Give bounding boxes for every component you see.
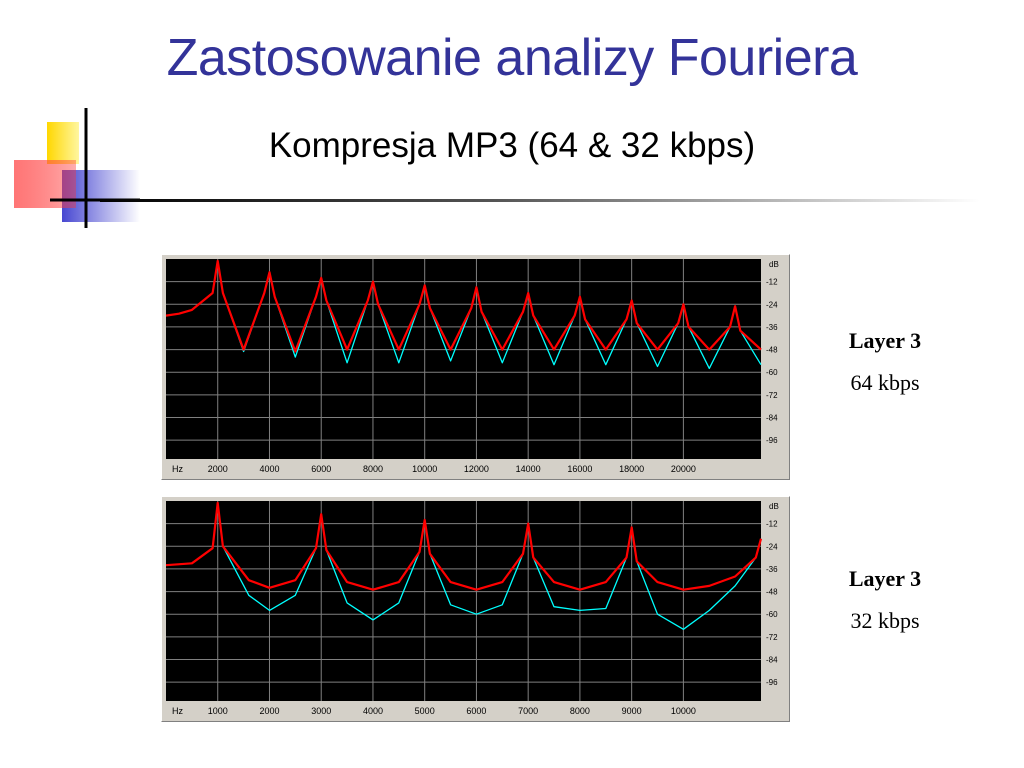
x-tick-label: 7000 — [518, 706, 538, 716]
series-line-original — [165, 502, 762, 630]
bitrate-label: 32 kbps — [850, 608, 920, 633]
bitrate-label: 64 kbps — [850, 370, 920, 395]
layer-label-32kbps: Layer 3 32 kbps — [820, 566, 950, 634]
plot-area — [166, 501, 761, 701]
y-tick-label: -24 — [766, 300, 778, 309]
title-underline — [100, 199, 980, 202]
x-tick-label: 10000 — [671, 706, 696, 716]
x-axis-label: Hz — [172, 464, 183, 474]
x-tick-label: 5000 — [415, 706, 435, 716]
y-tick-label: -60 — [766, 368, 778, 377]
x-tick-label: 4000 — [259, 464, 279, 474]
layer-label-64kbps: Layer 3 64 kbps — [820, 328, 950, 396]
y-axis-label: dB — [769, 260, 779, 269]
x-tick-label: 2000 — [208, 464, 228, 474]
slide-title: Zastosowanie analizy Fouriera — [166, 29, 858, 87]
x-tick-label: 1000 — [208, 706, 228, 716]
x-tick-label: 8000 — [363, 464, 383, 474]
x-tick-label: 9000 — [622, 706, 642, 716]
y-tick-label: -84 — [766, 413, 778, 422]
y-tick-label: -36 — [766, 565, 778, 574]
slide-subtitle: Kompresja MP3 (64 & 32 kbps) — [268, 126, 756, 165]
y-tick-label: -48 — [766, 588, 778, 597]
x-tick-label: 6000 — [311, 464, 331, 474]
spectrum-chart-64kbps: 2000 4000 6000 8000 10000 12000 14000 16000 1800… — [161, 254, 790, 480]
x-tick-label: 6000 — [466, 706, 486, 716]
layer-name: Layer 3 — [848, 566, 922, 591]
x-axis-label: Hz — [172, 706, 183, 716]
layer-name: Layer 3 — [848, 328, 922, 353]
y-tick-label: -72 — [766, 391, 778, 400]
series-line-compressed — [165, 259, 762, 353]
plot-area — [166, 259, 761, 459]
x-tick-label: 18000 — [619, 464, 644, 474]
y-tick-label: -24 — [766, 542, 778, 551]
y-tick-label: -96 — [766, 436, 778, 445]
x-tick-label: 14000 — [516, 464, 541, 474]
x-tick-label: 10000 — [412, 464, 437, 474]
x-tick-label: 2000 — [259, 706, 279, 716]
x-tick-label: 4000 — [363, 706, 383, 716]
y-tick-label: -96 — [766, 678, 778, 687]
x-tick-label: 8000 — [570, 706, 590, 716]
y-tick-label: -12 — [766, 278, 778, 287]
y-tick-label: -60 — [766, 610, 778, 619]
x-tick-label: 12000 — [464, 464, 489, 474]
y-tick-label: -48 — [766, 346, 778, 355]
x-tick-label: 20000 — [671, 464, 696, 474]
y-tick-label: -36 — [766, 323, 778, 332]
y-tick-label: -72 — [766, 633, 778, 642]
series-line-compressed — [165, 501, 763, 591]
y-tick-label: -12 — [766, 520, 778, 529]
spectrum-chart-32kbps: 1000 2000 3000 4000 5000 6000 7000 8000 9000 1000… — [161, 496, 790, 722]
corner-decoration — [14, 108, 140, 228]
x-tick-label: 3000 — [311, 706, 331, 716]
x-tick-label: 16000 — [567, 464, 592, 474]
y-tick-label: -84 — [766, 655, 778, 664]
y-axis-label: dB — [769, 502, 779, 511]
